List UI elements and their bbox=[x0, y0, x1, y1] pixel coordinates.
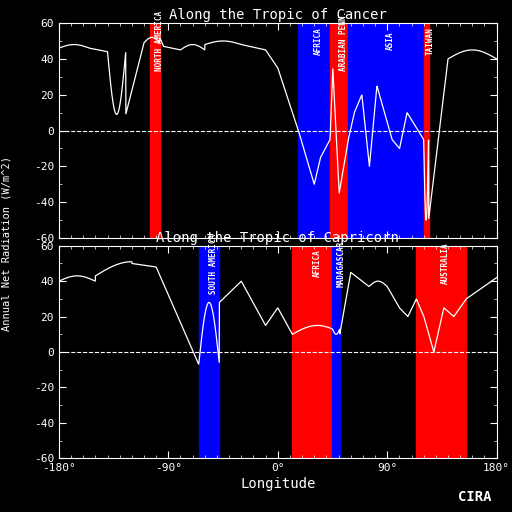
Text: ASIA: ASIA bbox=[386, 32, 395, 50]
Bar bbox=[332, 246, 340, 458]
Bar bbox=[423, 23, 429, 238]
Bar bbox=[416, 246, 466, 458]
Bar bbox=[150, 23, 160, 238]
X-axis label: Longitude: Longitude bbox=[240, 477, 315, 492]
Text: ARABIAN PENN.: ARABIAN PENN. bbox=[339, 11, 348, 71]
Text: AFRICA: AFRICA bbox=[314, 27, 323, 55]
Bar bbox=[292, 246, 332, 458]
Title: Along the Tropic of Cancer: Along the Tropic of Cancer bbox=[169, 8, 387, 22]
Text: CIRA: CIRA bbox=[458, 490, 492, 504]
Bar bbox=[199, 246, 219, 458]
Bar bbox=[348, 23, 424, 238]
Bar bbox=[330, 23, 348, 238]
Text: AFRICA: AFRICA bbox=[312, 249, 322, 278]
Text: AUSTRALIA: AUSTRALIA bbox=[441, 243, 451, 284]
Bar bbox=[298, 23, 330, 238]
Title: Along the Tropic of Capricorn: Along the Tropic of Capricorn bbox=[156, 230, 399, 245]
Text: Annual Net Radiation (W/m^2): Annual Net Radiation (W/m^2) bbox=[1, 156, 11, 331]
Text: TAIWAN: TAIWAN bbox=[426, 27, 435, 55]
Text: SOUTH AMERICA: SOUTH AMERICA bbox=[209, 233, 218, 293]
Text: MADAGASCAR: MADAGASCAR bbox=[336, 240, 345, 287]
Text: NORTH AMERICA: NORTH AMERICA bbox=[155, 11, 164, 71]
